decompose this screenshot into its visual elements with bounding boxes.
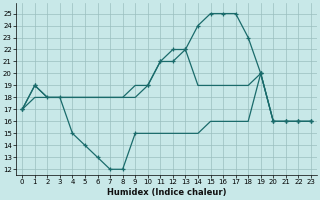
X-axis label: Humidex (Indice chaleur): Humidex (Indice chaleur) <box>107 188 226 197</box>
